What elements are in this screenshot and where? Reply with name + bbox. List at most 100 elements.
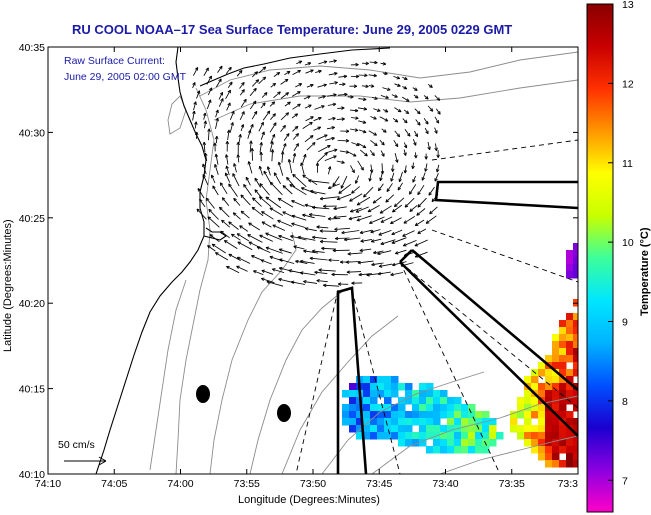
current-arrow xyxy=(289,184,307,196)
sst-cell xyxy=(545,397,553,405)
current-arrow xyxy=(380,239,396,246)
current-arrow xyxy=(380,94,389,99)
current-arrow xyxy=(332,176,340,187)
current-arrow xyxy=(237,241,253,251)
sst-cell xyxy=(524,397,532,405)
current-arrow xyxy=(226,265,240,274)
current-arrow xyxy=(377,183,384,192)
current-arrow xyxy=(292,125,299,132)
current-arrow xyxy=(240,194,251,206)
current-arrow xyxy=(256,246,271,253)
sst-cell xyxy=(524,376,532,384)
current-arrow xyxy=(369,150,375,157)
current-arrow xyxy=(381,128,387,133)
current-arrow xyxy=(382,109,389,113)
sst-cell xyxy=(342,390,350,398)
bathymetry-contour xyxy=(199,51,578,97)
sst-cell xyxy=(475,411,483,419)
current-arrow xyxy=(391,229,403,236)
current-arrow xyxy=(316,225,329,229)
current-arrow xyxy=(318,268,336,272)
sst-cell xyxy=(524,425,532,433)
current-arrow xyxy=(312,235,327,240)
sst-cell xyxy=(559,341,567,349)
current-arrow xyxy=(308,212,326,217)
x-tick-label: 74:05 xyxy=(101,478,127,490)
current-arrow xyxy=(379,116,389,122)
current-arrow xyxy=(309,189,326,195)
current-arrow xyxy=(258,121,264,132)
sst-cell xyxy=(461,439,469,447)
sst-cell xyxy=(468,411,476,419)
x-tick-label: 73:3 xyxy=(558,478,579,490)
radar-beams xyxy=(336,180,578,474)
current-arrow xyxy=(240,98,247,108)
current-arrow xyxy=(225,89,231,100)
sst-cell xyxy=(419,383,427,391)
current-arrow xyxy=(239,89,245,96)
current-arrow xyxy=(297,235,316,241)
sst-cell xyxy=(538,446,546,454)
current-arrow xyxy=(394,152,399,163)
sst-cell xyxy=(538,439,546,447)
sst-cell xyxy=(398,439,406,447)
current-arrow xyxy=(350,207,362,213)
current-arrow xyxy=(265,232,283,241)
sst-cell xyxy=(391,411,399,419)
current-arrow xyxy=(251,254,264,261)
bathymetry-contours xyxy=(149,51,578,474)
current-arrow xyxy=(347,95,354,99)
current-arrow xyxy=(338,183,352,194)
current-arrow xyxy=(206,75,212,85)
current-arrow xyxy=(290,280,305,285)
current-arrow xyxy=(318,144,331,153)
sst-cell xyxy=(552,362,560,370)
current-arrow xyxy=(291,222,306,229)
sst-cell xyxy=(398,383,406,391)
sst-cell xyxy=(433,418,441,426)
sst-cell xyxy=(370,376,378,384)
current-arrow xyxy=(282,185,293,195)
current-arrow xyxy=(414,152,418,159)
sst-cell xyxy=(412,439,420,447)
current-arrow xyxy=(258,76,267,85)
current-arrow xyxy=(345,260,361,264)
current-arrow xyxy=(292,103,301,110)
current-arrow xyxy=(192,82,196,89)
current-arrow xyxy=(314,270,328,275)
current-arrow xyxy=(333,206,347,211)
sst-cell xyxy=(419,418,427,426)
current-arrow xyxy=(331,272,348,277)
current-arrow xyxy=(270,113,276,120)
current-arrow xyxy=(350,128,359,132)
sst-cell xyxy=(545,453,553,461)
sst-cell xyxy=(573,271,578,279)
sst-cell xyxy=(475,418,483,426)
y-tick-label: 40:30 xyxy=(19,127,45,139)
current-arrow xyxy=(402,230,415,237)
sst-cell xyxy=(559,404,567,412)
current-arrow xyxy=(337,282,349,286)
sst-cell xyxy=(426,446,434,454)
sst-cell xyxy=(440,432,448,440)
sst-cell xyxy=(377,425,385,433)
current-arrow xyxy=(236,154,240,163)
current-arrow xyxy=(280,151,285,163)
bathymetry-contour xyxy=(371,395,578,474)
current-arrow xyxy=(269,141,274,152)
current-arrow xyxy=(292,133,300,140)
sst-cell xyxy=(545,376,553,384)
sst-cell xyxy=(482,446,490,454)
sst-cell xyxy=(566,369,574,377)
current-arrow xyxy=(403,165,408,174)
sst-cell xyxy=(391,432,399,440)
sst-cell xyxy=(426,397,434,405)
radar-radials xyxy=(295,139,578,474)
sst-cell xyxy=(468,418,476,426)
current-arrow xyxy=(236,265,248,272)
current-arrow xyxy=(357,260,374,265)
current-arrow xyxy=(304,135,314,143)
current-arrow xyxy=(212,185,219,196)
sst-cell xyxy=(384,411,392,419)
current-arrow xyxy=(269,181,283,196)
